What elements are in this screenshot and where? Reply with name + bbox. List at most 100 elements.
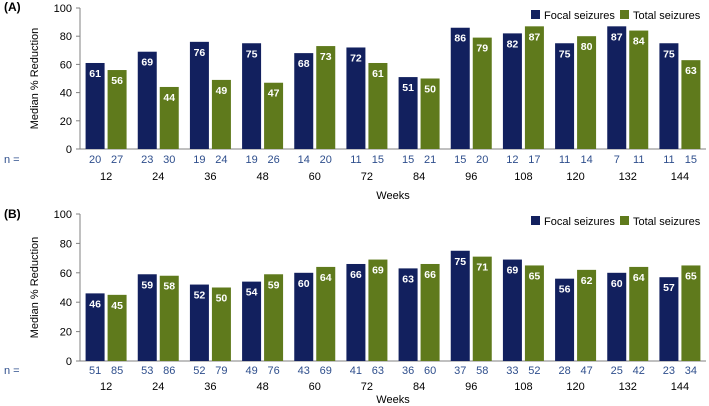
x-axis-title: Weeks <box>376 190 410 202</box>
focal-seizures-bar <box>346 47 366 150</box>
x-axis-title: Weeks <box>376 394 410 406</box>
total-seizures-bar <box>264 274 284 361</box>
total-seizures-bar <box>681 60 701 149</box>
n-count: 11 <box>559 154 570 166</box>
y-tick-label: 60 <box>60 59 72 71</box>
legend-label: Total seizures <box>633 216 701 228</box>
bar-value-label: 80 <box>581 41 593 53</box>
total-seizures-bar <box>681 265 701 361</box>
n-count: 79 <box>215 365 227 377</box>
total-seizures-bar <box>316 46 336 149</box>
bar-value-label: 75 <box>246 48 258 60</box>
n-count: 49 <box>245 365 257 377</box>
bar-value-label: 44 <box>163 92 175 104</box>
bar-value-label: 65 <box>529 270 541 282</box>
x-tick-label: 60 <box>309 381 321 393</box>
y-axis-title: Median % Reduction <box>29 237 41 339</box>
bar-value-label: 50 <box>216 293 228 305</box>
total-seizures-bar <box>472 256 492 361</box>
x-tick-label: 144 <box>671 381 689 393</box>
bar-value-label: 59 <box>141 279 153 291</box>
total-seizures-bar <box>107 294 127 361</box>
focal-seizures-bar <box>398 77 418 149</box>
n-count: 20 <box>320 154 332 166</box>
focal-seizures-bar <box>137 51 157 149</box>
bar-value-label: 60 <box>298 278 310 290</box>
bar-value-label: 75 <box>663 48 675 60</box>
total-seizures-bar <box>107 70 127 149</box>
focal-seizures-bar <box>659 277 679 361</box>
total-seizures-bar <box>211 79 231 149</box>
n-count: 21 <box>424 154 436 166</box>
x-tick-label: 36 <box>204 171 216 183</box>
total-seizures-bar <box>264 82 284 149</box>
bar-value-label: 49 <box>216 85 228 97</box>
bar-value-label: 56 <box>111 75 123 87</box>
focal-seizures-bar <box>346 263 366 361</box>
bar-value-label: 50 <box>424 84 436 96</box>
focal-seizures-bar <box>189 41 209 150</box>
n-count: 11 <box>663 154 674 166</box>
n-count: 14 <box>580 154 592 166</box>
focal-seizures-bar <box>450 27 470 150</box>
legend-swatch <box>531 216 540 225</box>
focal-seizures-bar <box>242 281 262 361</box>
bar-value-label: 72 <box>350 52 362 64</box>
legend-label: Focal seizures <box>544 10 615 22</box>
focal-seizures-bar <box>294 272 314 361</box>
focal-seizures-bar <box>189 284 209 361</box>
n-count: 20 <box>89 154 101 166</box>
x-tick-label: 48 <box>256 381 268 393</box>
total-seizures-bar <box>211 287 231 361</box>
bar-value-label: 64 <box>633 272 645 284</box>
y-tick-label: 20 <box>60 327 72 339</box>
bar-value-label: 61 <box>89 68 101 80</box>
n-count: 25 <box>611 365 623 377</box>
y-tick-label: 80 <box>60 31 72 43</box>
y-axis-title: Median % Reduction <box>29 28 41 130</box>
panel-label: (B) <box>4 207 21 221</box>
bar-value-label: 62 <box>581 275 593 287</box>
n-count: 15 <box>402 154 414 166</box>
total-seizures-bar <box>368 62 388 149</box>
n-count: 86 <box>163 365 175 377</box>
x-tick-label: 72 <box>361 381 373 393</box>
bar-value-label: 45 <box>111 300 123 312</box>
bar-value-label: 69 <box>372 265 384 277</box>
n-count: 85 <box>111 365 123 377</box>
bar-value-label: 71 <box>476 262 488 274</box>
x-tick-label: 96 <box>465 381 477 393</box>
n-count: 20 <box>476 154 488 166</box>
x-tick-label: 132 <box>619 171 637 183</box>
n-count: 15 <box>685 154 697 166</box>
x-tick-label: 144 <box>671 171 689 183</box>
n-count: 52 <box>193 365 205 377</box>
bar-value-label: 84 <box>633 36 645 48</box>
bar-value-label: 69 <box>141 57 153 69</box>
bar-value-label: 60 <box>611 278 623 290</box>
y-tick-label: 0 <box>66 356 72 368</box>
total-seizures-bar <box>472 37 492 149</box>
n-count: 52 <box>528 365 540 377</box>
total-seizures-bar <box>577 269 597 361</box>
bar-value-label: 76 <box>194 47 206 59</box>
x-tick-label: 60 <box>309 171 321 183</box>
focal-seizures-bar <box>659 43 679 149</box>
bar-value-label: 64 <box>320 272 332 284</box>
bar-value-label: 68 <box>298 58 310 70</box>
n-count: 7 <box>614 154 620 166</box>
total-seizures-bar <box>420 263 440 361</box>
n-count: 27 <box>111 154 123 166</box>
n-count: 15 <box>454 154 466 166</box>
n-count: 69 <box>320 365 332 377</box>
n-count: 58 <box>476 365 488 377</box>
n-count: 43 <box>298 365 310 377</box>
bar-value-label: 66 <box>424 269 436 281</box>
n-count: 17 <box>528 154 540 166</box>
n-count: 28 <box>558 365 570 377</box>
n-count: 37 <box>454 365 466 377</box>
n-count: 53 <box>141 365 153 377</box>
legend-swatch <box>620 216 629 225</box>
focal-seizures-bar <box>607 26 627 149</box>
n-count: 11 <box>350 154 361 166</box>
